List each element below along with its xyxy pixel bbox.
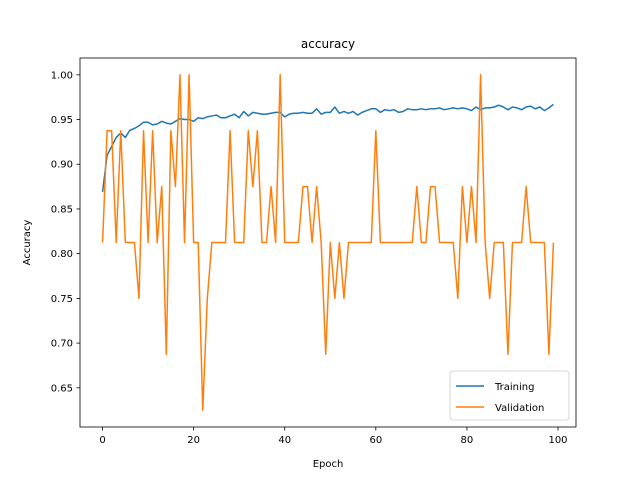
x-tick-label: 0 <box>99 435 105 446</box>
y-tick-label: 0.70 <box>51 339 73 350</box>
x-axis-label: Epoch <box>313 459 344 470</box>
y-axis-label: Accuracy <box>22 220 33 266</box>
x-tick-label: 20 <box>187 435 200 446</box>
y-tick-label: 0.85 <box>51 204 73 215</box>
y-tick-label: 0.90 <box>51 160 73 171</box>
x-axis-ticks: 0 20 40 60 80 100 <box>99 427 568 446</box>
y-tick-label: 1.00 <box>51 70 73 81</box>
x-tick-label: 100 <box>548 435 567 446</box>
series-line-validation <box>101 74 555 411</box>
legend: Training Validation <box>449 370 570 421</box>
plot-lines <box>101 74 555 411</box>
legend-label-validation: Validation <box>495 403 544 414</box>
y-tick-label: 0.80 <box>51 249 73 260</box>
legend-label-training: Training <box>494 382 534 393</box>
x-tick-label: 80 <box>461 435 474 446</box>
chart-title: accuracy <box>301 37 355 51</box>
plot-frame <box>79 57 577 428</box>
y-axis-ticks: 0.65 0.70 0.75 0.80 0.85 0.90 0.95 1.00 <box>51 70 80 394</box>
y-tick-label: 0.95 <box>51 115 73 126</box>
y-tick-label: 0.65 <box>51 383 73 394</box>
y-tick-label: 0.75 <box>51 294 73 305</box>
x-tick-label: 40 <box>278 435 291 446</box>
x-tick-label: 60 <box>369 435 382 446</box>
